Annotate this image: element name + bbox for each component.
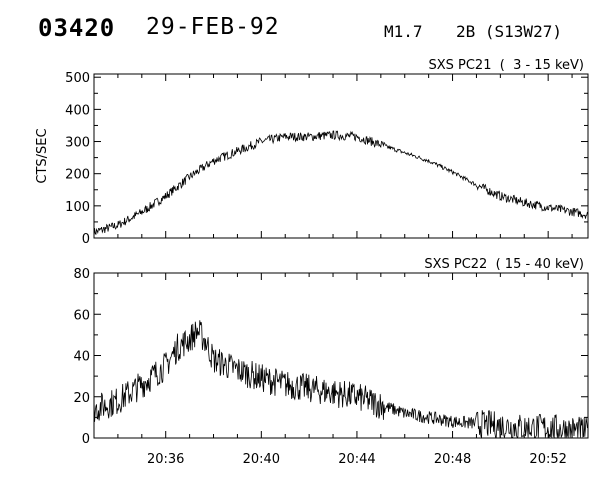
- x-tick-label: 20:48: [434, 452, 471, 467]
- panel-title: SXS PC21 ( 3 - 15 keV): [428, 58, 584, 73]
- flare-info: 2B (S13W27): [456, 22, 562, 41]
- x-tick-label: 20:36: [147, 452, 184, 467]
- y-tick-label: 400: [65, 103, 90, 118]
- y-tick-label: 300: [65, 136, 90, 151]
- y-tick-label: 0: [82, 232, 90, 247]
- y-axis-label: CTS/SEC: [35, 128, 50, 183]
- y-tick-label: 80: [73, 267, 90, 282]
- panel-title: SXS PC22 ( 15 - 40 keV): [424, 257, 584, 272]
- event-id: 03420: [38, 14, 116, 42]
- x-tick-label: 20:40: [243, 452, 280, 467]
- y-tick-label: 40: [73, 350, 90, 365]
- series-line-1: [93, 130, 588, 237]
- y-tick-label: 60: [73, 308, 90, 323]
- plot-frame-1: [93, 73, 589, 239]
- plot-frame-2: [93, 272, 589, 439]
- y-tick-label: 500: [65, 71, 90, 86]
- y-tick-label: 20: [73, 391, 90, 406]
- x-tick-label: 20:52: [529, 452, 566, 467]
- event-date: 29-FEB-92: [146, 14, 280, 40]
- series-line-2: [93, 320, 588, 439]
- x-tick-label: 20:44: [338, 452, 375, 467]
- y-tick-label: 100: [65, 200, 90, 215]
- flare-class: M1.7: [384, 22, 423, 41]
- y-tick-label: 0: [82, 432, 90, 447]
- y-tick-label: 200: [65, 168, 90, 183]
